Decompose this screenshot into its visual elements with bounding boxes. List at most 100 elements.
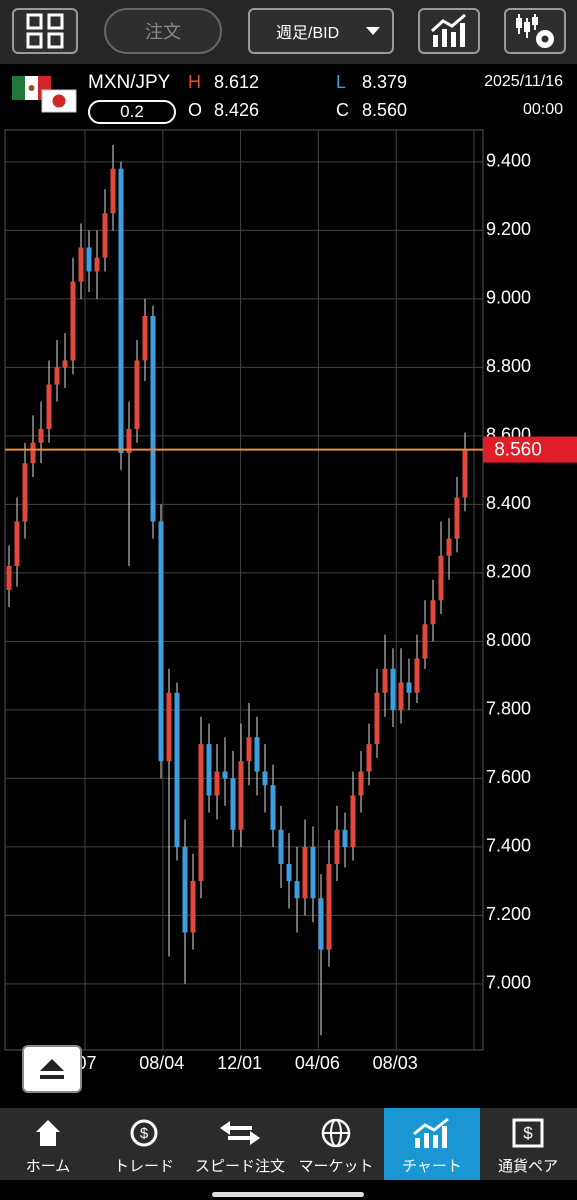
candle-body — [206, 744, 212, 796]
y-tick-label: 7.600 — [486, 767, 531, 787]
eject-icon — [40, 1059, 64, 1079]
candle-body — [78, 247, 84, 282]
candle-body — [174, 692, 180, 847]
nav-label: 通貨ペア — [497, 1158, 558, 1175]
pair-name: MXN/JPY — [88, 72, 171, 93]
last-price-tag — [483, 436, 577, 463]
nav-item[interactable]: チャート — [384, 1108, 480, 1180]
y-tick-label: 9.000 — [486, 288, 531, 308]
nav-icon — [36, 1120, 60, 1146]
candle-body — [38, 429, 44, 443]
candle-body — [230, 778, 236, 830]
chart-settings-button[interactable] — [504, 8, 566, 54]
nav-icon: $ — [130, 1119, 158, 1147]
nav-icon — [220, 1121, 260, 1145]
candle-body — [382, 668, 388, 693]
y-tick-label: 7.000 — [486, 973, 531, 993]
nav-item[interactable]: マーケット — [288, 1108, 384, 1180]
y-tick-label: 9.200 — [486, 219, 531, 239]
candle-body — [350, 795, 356, 847]
quote-panel: MXN/JPY 0.2 H 8.612 O 8.426 L 8.379 C 8.… — [0, 64, 577, 128]
nav-item[interactable]: $ 通貨ペア — [480, 1108, 576, 1180]
period-text: 週足/BID — [276, 25, 340, 42]
open-label: O — [188, 100, 203, 120]
nav-label: スピード注文 — [194, 1158, 285, 1175]
nav-item[interactable]: $ トレード — [96, 1108, 192, 1180]
candle-body — [94, 257, 100, 272]
high-label: H — [188, 72, 201, 92]
nav-icon — [413, 1117, 449, 1148]
candle-body — [462, 449, 468, 498]
bottom-nav: ホーム $ トレード スピード注文 マーケット チャート $ 通貨ペア — [0, 1108, 577, 1180]
svg-text:$: $ — [140, 1125, 149, 1142]
nav-icon: $ — [512, 1118, 544, 1148]
y-tick-label: 8.800 — [486, 356, 531, 376]
candle-body — [102, 213, 108, 258]
candle-body — [22, 463, 28, 522]
candle-body — [150, 315, 156, 522]
candle-body — [446, 538, 452, 556]
candle-body — [86, 247, 92, 272]
candle-body — [126, 429, 132, 453]
period-select[interactable]: 週足/BID — [248, 8, 394, 54]
candle-body — [214, 771, 220, 796]
plot-area — [4, 129, 484, 1051]
candlestick-chart: /07 08/04 12/01 04/06 08/037.0007.2007.4007.… — [4, 129, 577, 1073]
y-tick-label: 9.400 — [486, 151, 531, 171]
chart-type-button[interactable] — [418, 8, 480, 54]
candle-body — [190, 881, 196, 933]
candle-body — [294, 881, 300, 899]
candle-body — [30, 442, 36, 464]
candle-body — [406, 682, 412, 693]
candle-body — [414, 658, 420, 693]
pair-flags — [12, 76, 77, 113]
candle-body — [398, 682, 404, 710]
candle-body — [70, 281, 76, 361]
order-button[interactable]: 注文 — [104, 8, 222, 54]
nav-label: マーケット — [298, 1158, 374, 1175]
candle-body — [14, 521, 20, 567]
svg-text:$: $ — [523, 1123, 533, 1142]
nav-label: チャート — [402, 1158, 462, 1175]
spread: 0.2 — [88, 100, 176, 124]
y-tick-label: 8.200 — [486, 562, 531, 582]
candle-body — [222, 771, 228, 779]
menu-button[interactable] — [12, 8, 78, 54]
candle-body — [310, 846, 316, 899]
settings-icon — [516, 14, 554, 48]
candle-body — [326, 864, 332, 950]
candle-body — [246, 737, 252, 762]
candle-body — [46, 384, 52, 430]
candle-body — [286, 864, 292, 882]
x-tick-label: 04/06 — [295, 1053, 340, 1073]
collapse-button[interactable] — [22, 1045, 82, 1093]
candle-body — [278, 829, 284, 865]
chart-icon — [430, 13, 466, 47]
candle-body — [142, 315, 148, 361]
last-price-label: 8.560 — [494, 440, 542, 461]
candle-body — [238, 761, 244, 830]
x-tick-label: 08/04 — [139, 1053, 184, 1073]
y-tick-label: 8.000 — [486, 630, 531, 650]
x-tick-label: 12/01 — [217, 1053, 262, 1073]
candle-body — [262, 771, 268, 786]
y-tick-label: 7.400 — [486, 836, 531, 856]
candle-body — [342, 829, 348, 847]
open-value: 8.426 — [214, 100, 260, 120]
grid-icon — [26, 13, 64, 49]
candle-body — [422, 624, 428, 659]
nav-item[interactable]: スピード注文 — [192, 1108, 288, 1180]
dropdown-arrow — [366, 27, 380, 35]
nav-label: ホーム — [25, 1158, 71, 1175]
close-label: C — [336, 100, 349, 120]
y-tick-label: 7.800 — [486, 699, 531, 719]
candle-body — [318, 898, 324, 950]
home-indicator — [212, 1192, 364, 1197]
nav-label: トレード — [113, 1158, 174, 1175]
candle-body — [430, 600, 436, 625]
candle-body — [358, 771, 364, 796]
nav-item[interactable]: ホーム — [0, 1108, 96, 1180]
candle-body — [134, 360, 140, 430]
candle-body — [62, 360, 68, 368]
